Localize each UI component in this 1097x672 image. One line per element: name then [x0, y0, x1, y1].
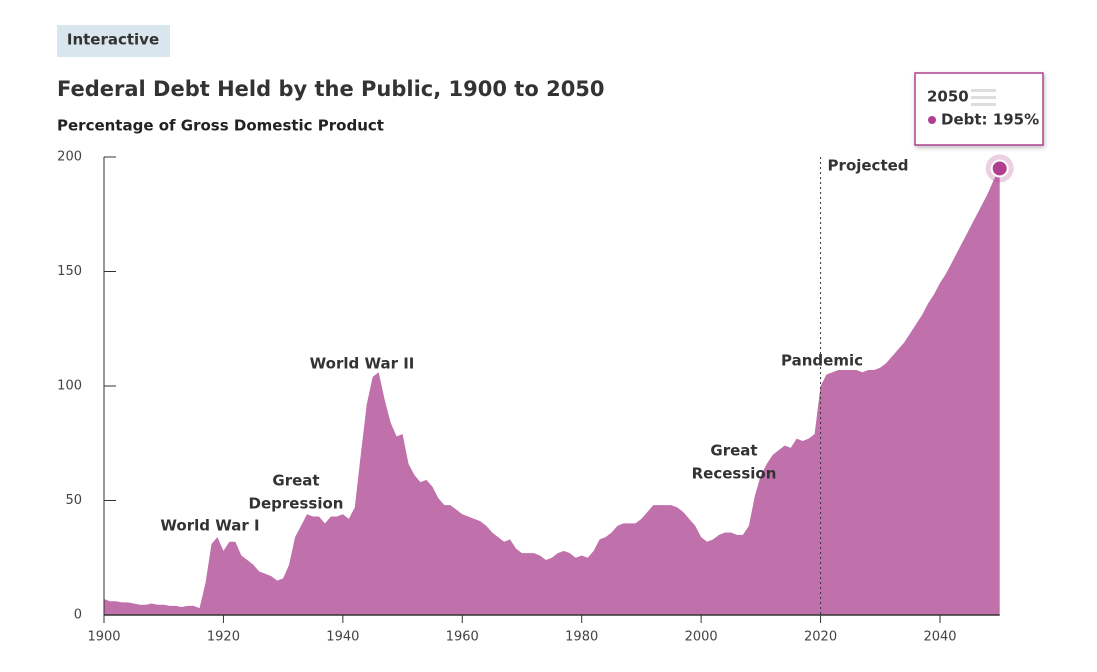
x-tick-label: 2020	[804, 630, 837, 645]
annotation: World War I	[160, 517, 259, 535]
x-tick-label: 2000	[685, 630, 718, 645]
projection-label: Projected	[828, 157, 909, 175]
x-tick-label: 1900	[87, 630, 120, 645]
y-tick-label: 150	[57, 264, 82, 279]
tooltip-title: 2050	[927, 88, 969, 106]
x-tick-label: 1960	[446, 630, 479, 645]
area	[104, 168, 1000, 615]
tooltip-text: Debt: 195%	[941, 111, 1039, 129]
highlight-marker	[990, 159, 1009, 178]
y-tick-label: 100	[57, 379, 82, 394]
annotation: Great	[710, 442, 757, 460]
x-tick-label: 1920	[207, 630, 240, 645]
annotation: Depression	[249, 495, 344, 513]
tooltip-menu-icon	[971, 96, 996, 99]
tooltip-box	[914, 72, 1044, 146]
x-tick-label: 1940	[326, 630, 359, 645]
tooltip-menu-icon	[971, 103, 996, 106]
annotation: Great	[272, 472, 319, 490]
badge: Interactive	[67, 31, 159, 49]
x-tick-label: 2040	[923, 630, 956, 645]
tooltip-menu-icon	[971, 89, 996, 92]
tooltip-dot	[928, 116, 936, 124]
y-tick-label: 200	[57, 150, 82, 165]
chart-title: Federal Debt Held by the Public, 1900 to…	[57, 77, 605, 101]
annotation: World War II	[310, 355, 415, 373]
badge-bg	[57, 25, 170, 57]
chart-subtitle: Percentage of Gross Domestic Product	[57, 117, 384, 135]
x-tick-label: 1980	[565, 630, 598, 645]
y-tick-label: 0	[74, 608, 82, 623]
annotation: Recession	[692, 465, 777, 483]
annotation: Pandemic	[781, 352, 863, 370]
y-tick-label: 50	[65, 493, 82, 508]
